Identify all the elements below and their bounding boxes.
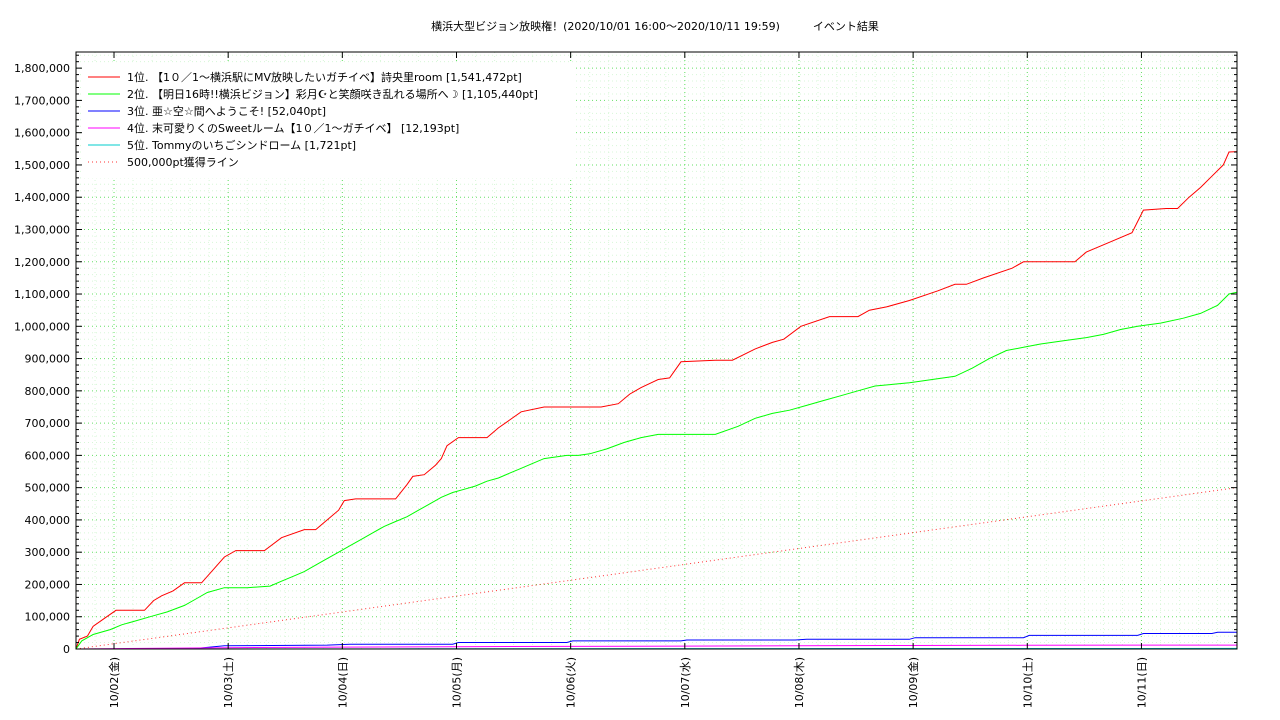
- y-tick-label: 200,000: [25, 578, 71, 591]
- series-line-4: [75, 644, 1237, 650]
- x-tick-label: 10/02(金): [107, 657, 121, 708]
- y-tick-label: 500,000: [25, 482, 71, 495]
- x-tick-label: 10/06(火): [565, 657, 578, 708]
- series-layer: [75, 151, 1238, 650]
- legend-label-4: 4位. 末可愛りくのSweetルーム【1０／1〜ガチイベ】 [12,193pt]: [127, 121, 459, 135]
- y-tick-label: 900,000: [25, 353, 71, 366]
- x-tick-label: 10/09(金): [906, 657, 920, 708]
- grid-lines: [75, 52, 1238, 649]
- y-tick-label: 1,400,000: [14, 191, 70, 204]
- legend-label-5: 5位. Tommyのいちごシンドローム [1,721pt]: [127, 138, 356, 152]
- x-tick-label: 10/07(水): [679, 657, 692, 708]
- legend: 1位. 【1０／1〜横浜駅にMV放映したいガチイベ】詩央里room [1,541…: [82, 64, 574, 178]
- y-tick-label: 1,800,000: [14, 62, 70, 75]
- y-tick-label: 400,000: [25, 514, 71, 527]
- y-tick-label: 600,000: [25, 449, 71, 462]
- x-tick-label: 10/03(土): [222, 657, 235, 708]
- legend-label-1: 1位. 【1０／1〜横浜駅にMV放映したいガチイベ】詩央里room [1,541…: [127, 70, 522, 84]
- legend-label-6: 500,000pt獲得ライン: [127, 156, 239, 169]
- axis-ticks: 0 100,000 200,000 300,000 400,000 500,000 600,…: [14, 52, 1237, 708]
- y-tick-label: 1,000,000: [14, 320, 70, 333]
- y-tick-label: 1,100,000: [14, 288, 70, 301]
- x-tick-label: 10/05(月): [450, 657, 463, 708]
- series-line-1: [75, 151, 1238, 650]
- y-tick-label: 700,000: [25, 417, 71, 430]
- y-tick-label: 1,700,000: [14, 94, 70, 107]
- legend-background: [82, 64, 574, 178]
- series-line-3: [76, 631, 1237, 650]
- plot-frame: [75, 51, 1238, 650]
- chart-title: 横浜大型ビジョン放映権！(2020/10/01 16:00〜2020/10/11…: [431, 19, 879, 33]
- y-tick-label: 1,200,000: [14, 256, 70, 269]
- y-tick-label: 800,000: [25, 385, 71, 398]
- legend-label-3: 3位. 亜☆空☆間へようこそ! [52,040pt]: [127, 104, 326, 118]
- y-tick-label: 100,000: [25, 611, 71, 624]
- x-tick-label: 10/08(木): [793, 657, 806, 708]
- x-tick-label: 10/11(日): [1135, 657, 1148, 708]
- x-tick-label: 10/04(日): [336, 657, 349, 708]
- y-tick-label: 1,300,000: [14, 223, 70, 236]
- y-tick-label: 1,500,000: [14, 159, 70, 172]
- y-tick-label: 1,600,000: [14, 127, 70, 140]
- y-tick-label: 300,000: [25, 546, 71, 559]
- x-tick-label: 10/10(土): [1021, 657, 1034, 708]
- series-line-2: [75, 291, 1238, 650]
- y-tick-label: 0: [63, 643, 70, 656]
- legend-label-2: 2位. 【明日16時!!横浜ビジョン】彩月☪︎と笑顔咲き乱れる場所へ☽ [1,1…: [127, 87, 538, 101]
- series-line-6: [75, 487, 1238, 650]
